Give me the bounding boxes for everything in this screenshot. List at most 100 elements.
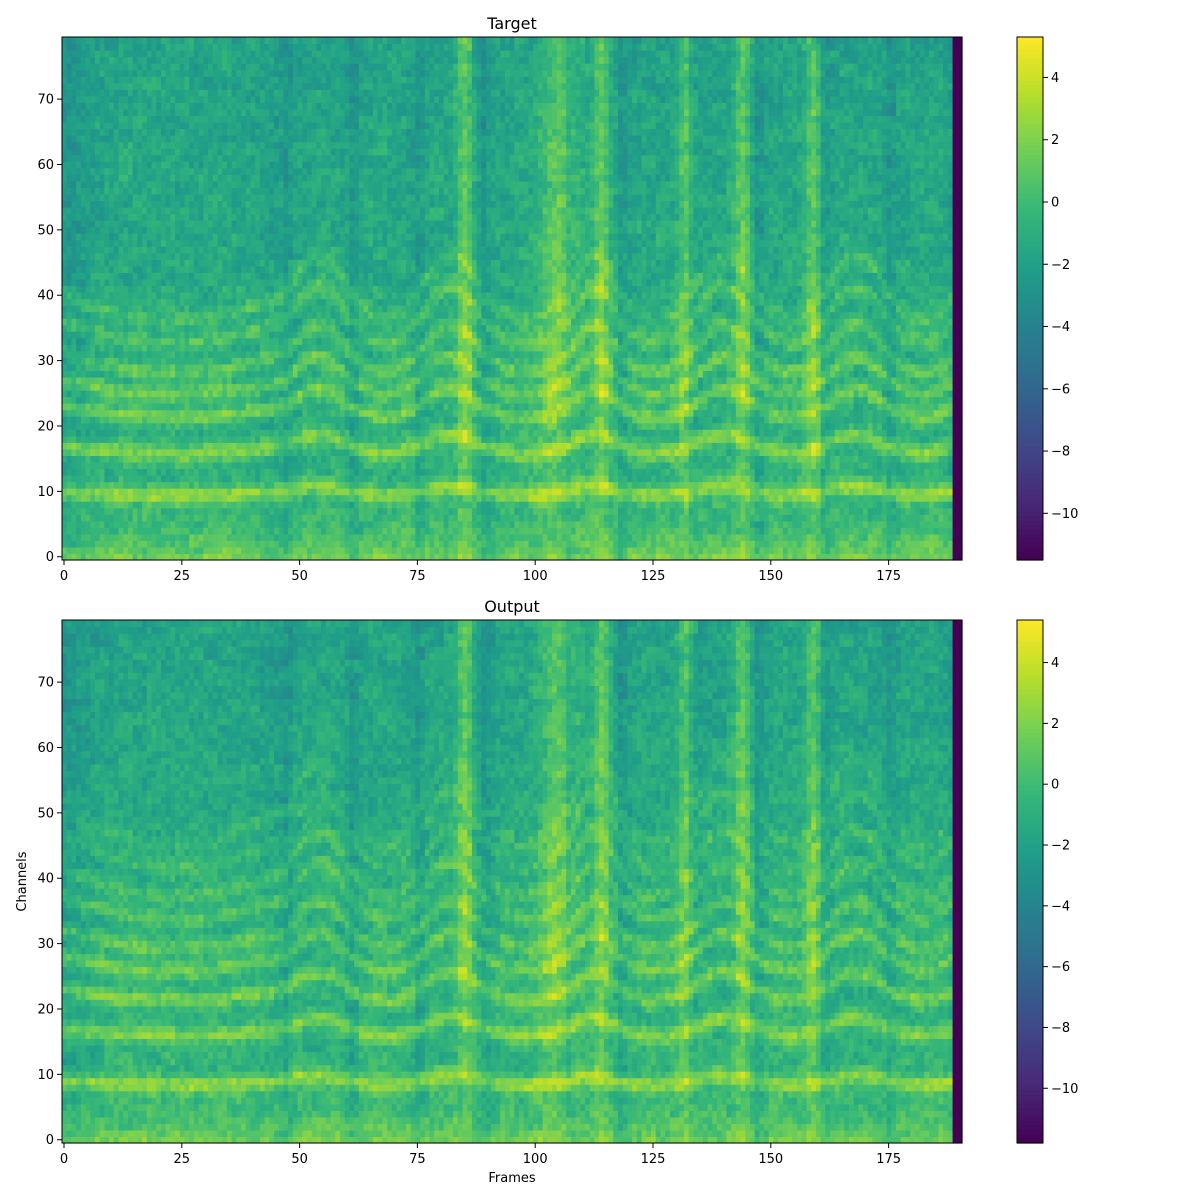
heatmap-cell <box>222 436 227 443</box>
heatmap-cell <box>241 540 246 547</box>
heatmap-cell <box>265 227 270 234</box>
heatmap-cell <box>86 168 91 175</box>
heatmap-cell <box>298 416 303 423</box>
heatmap-cell <box>71 377 76 384</box>
heatmap-cell <box>316 266 321 273</box>
heatmap-cell <box>316 403 321 410</box>
heatmap-cell <box>208 272 213 279</box>
heatmap-cell <box>241 44 246 51</box>
heatmap-cell <box>123 403 128 410</box>
heatmap-cell <box>269 397 274 404</box>
heatmap-cell <box>166 89 171 96</box>
heatmap-cell <box>170 318 175 325</box>
heatmap-cell <box>170 305 175 312</box>
heatmap-cell <box>236 70 241 77</box>
heatmap-cell <box>76 468 81 475</box>
heatmap-cell <box>331 468 336 475</box>
heatmap-cell <box>298 174 303 181</box>
heatmap-cell <box>161 161 166 168</box>
heatmap-cell <box>279 501 284 508</box>
heatmap-cell <box>147 135 152 142</box>
heatmap-cell <box>227 325 232 332</box>
heatmap-cell <box>114 514 119 521</box>
heatmap-cell <box>265 377 270 384</box>
heatmap-cell <box>246 214 251 221</box>
heatmap-cell <box>152 338 157 345</box>
heatmap-cell <box>288 148 293 155</box>
heatmap-cell <box>166 96 171 103</box>
heatmap-cell <box>279 410 284 417</box>
heatmap-cell <box>340 462 345 469</box>
heatmap-cell <box>147 292 152 299</box>
heatmap-cell <box>260 240 265 247</box>
heatmap-cell <box>241 279 246 286</box>
heatmap-cell <box>109 161 114 168</box>
heatmap-cell <box>147 89 152 96</box>
heatmap-cell <box>340 534 345 541</box>
heatmap-cell <box>302 142 307 149</box>
heatmap-cell <box>260 76 265 83</box>
heatmap-cell <box>222 364 227 371</box>
heatmap-cell <box>109 187 114 194</box>
heatmap-cell <box>222 135 227 142</box>
heatmap-cell <box>208 318 213 325</box>
heatmap-cell <box>213 338 218 345</box>
heatmap-cell <box>331 514 336 521</box>
heatmap-cell <box>166 279 171 286</box>
heatmap-cell <box>147 442 152 449</box>
heatmap-cell <box>283 102 288 109</box>
heatmap-cell <box>81 272 86 279</box>
heatmap-cell <box>241 455 246 462</box>
heatmap-cell <box>288 142 293 149</box>
heatmap-cell <box>321 475 326 482</box>
heatmap-cell <box>260 495 265 502</box>
heatmap-cell <box>199 351 204 358</box>
heatmap-cell <box>128 299 133 306</box>
heatmap-cell <box>316 344 321 351</box>
heatmap-cell <box>62 534 67 541</box>
heatmap-cell <box>180 338 185 345</box>
heatmap-cell <box>199 135 204 142</box>
heatmap-cell <box>274 383 279 390</box>
heatmap-cell <box>109 70 114 77</box>
heatmap-cell <box>335 96 340 103</box>
heatmap-cell <box>194 370 199 377</box>
heatmap-cell <box>250 50 255 57</box>
heatmap-cell <box>137 488 142 495</box>
heatmap-cell <box>203 174 208 181</box>
heatmap-cell <box>340 482 345 489</box>
heatmap-cell <box>175 135 180 142</box>
heatmap-cell <box>203 37 208 44</box>
heatmap-cell <box>156 312 161 319</box>
heatmap-cell <box>100 357 105 364</box>
heatmap-cell <box>90 109 95 116</box>
heatmap-cell <box>227 475 232 482</box>
heatmap-cell <box>213 200 218 207</box>
heatmap-cell <box>203 370 208 377</box>
heatmap-cell <box>100 521 105 528</box>
heatmap-cell <box>298 442 303 449</box>
heatmap-cell <box>166 534 171 541</box>
heatmap-cell <box>104 390 109 397</box>
heatmap-cell <box>203 148 208 155</box>
heatmap-cell <box>189 285 194 292</box>
heatmap-cell <box>161 155 166 162</box>
heatmap-cell <box>156 488 161 495</box>
heatmap-cell <box>185 527 190 534</box>
heatmap-cell <box>199 63 204 70</box>
heatmap-cell <box>95 397 100 404</box>
heatmap-cell <box>62 96 67 103</box>
heatmap-cell <box>123 285 128 292</box>
heatmap-cell <box>331 83 336 90</box>
heatmap-cell <box>100 50 105 57</box>
heatmap-cell <box>175 44 180 51</box>
heatmap-cell <box>185 351 190 358</box>
heatmap-cell <box>137 338 142 345</box>
heatmap-cell <box>95 540 100 547</box>
heatmap-cell <box>189 44 194 51</box>
heatmap-cell <box>71 370 76 377</box>
heatmap-cell <box>222 547 227 554</box>
heatmap-cell <box>203 383 208 390</box>
heatmap-cell <box>241 272 246 279</box>
heatmap-cell <box>170 423 175 430</box>
